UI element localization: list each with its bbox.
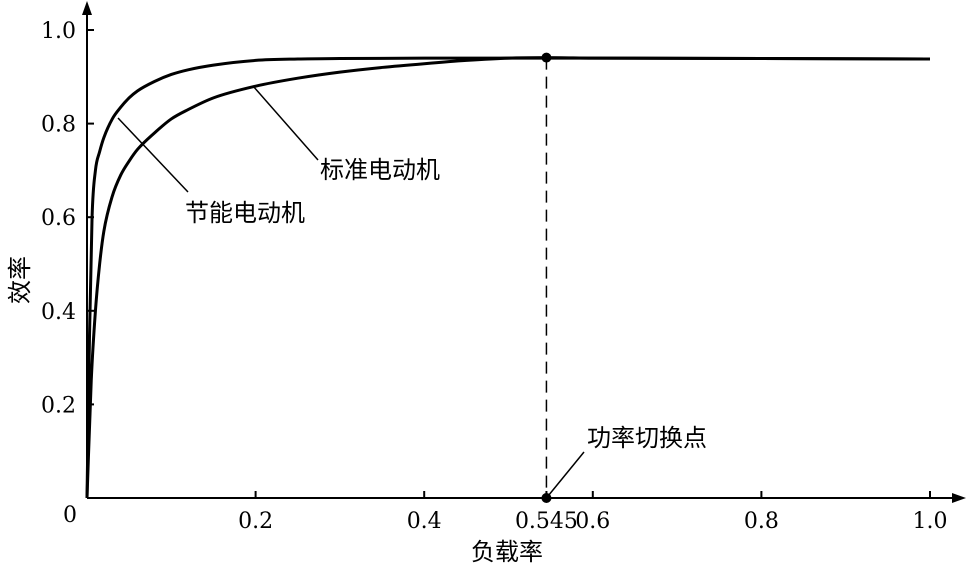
x-axis-arrow [952, 493, 966, 503]
standard-motor-leader [252, 85, 319, 161]
y-tick-label: 0.4 [41, 300, 76, 325]
x-tick-label: 1.0 [913, 509, 948, 534]
x-tick-label: 0.4 [407, 509, 442, 534]
x-axis-title: 负载率 [471, 538, 543, 566]
x-tick-label: 0.545 [515, 509, 578, 534]
origin-label: 0 [63, 503, 77, 528]
series-line-energy-saving-motor [85, 56, 931, 499]
x-tick-label: 0.8 [744, 509, 779, 534]
switch-point-axis-marker [541, 493, 552, 503]
x-tick-label: 0.2 [238, 509, 273, 534]
energy-saving-motor-leader [117, 117, 189, 193]
y-tick-label: 0.2 [41, 393, 76, 418]
switch-point-label: 功率切换点 [587, 424, 707, 452]
y-axis-arrow [82, 1, 92, 15]
y-tick-label: 0.8 [41, 113, 76, 138]
switch-point-marker [541, 52, 552, 63]
y-tick-label: 1.0 [41, 19, 76, 44]
y-tick-label: 0.6 [41, 206, 76, 231]
series-line-standard-motor [85, 56, 931, 499]
switch-point-leader [545, 451, 585, 499]
y-axis-title: 效率 [6, 256, 34, 304]
energy-saving-motor-label: 节能电动机 [185, 199, 305, 227]
standard-motor-label: 标准电动机 [320, 156, 440, 184]
x-tick-label: 0.6 [575, 509, 610, 534]
